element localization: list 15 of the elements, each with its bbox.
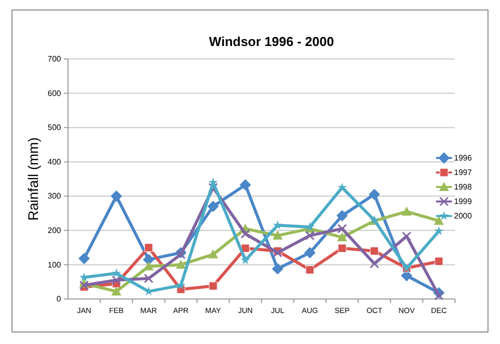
- y-tick-label: 400: [48, 157, 62, 166]
- y-tick-label: 700: [48, 54, 62, 64]
- y-tick-label: 300: [48, 192, 62, 201]
- y-axis-title: Rainfall (mm): [25, 137, 41, 221]
- y-tick-label: 100: [48, 260, 62, 270]
- y-tick-label: 200: [48, 226, 62, 235]
- y-tick-label: 500: [48, 123, 62, 132]
- legend-label: 2000: [454, 212, 472, 221]
- y-tick-label: 0: [56, 294, 62, 304]
- legend-label: 1996: [454, 154, 472, 163]
- chart-title: Windsor 1996 - 2000: [209, 34, 334, 49]
- legend-label: 1999: [454, 197, 472, 206]
- y-tick-label: 600: [48, 88, 62, 98]
- legend-label: 1997: [454, 168, 472, 178]
- legend-label: 1998: [454, 182, 472, 192]
